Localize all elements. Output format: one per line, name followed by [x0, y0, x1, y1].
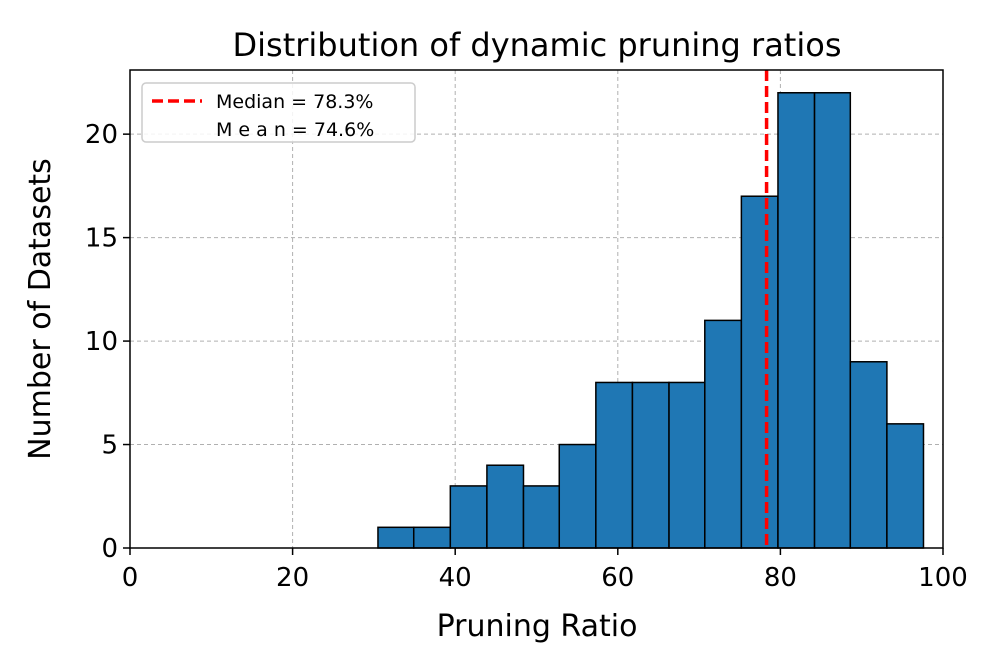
y-tick-label: 15 [85, 224, 118, 254]
x-axis-ticks: 0 20 40 60 80 100 [122, 548, 968, 593]
y-axis-ticks: 0 5 10 15 20 [85, 120, 130, 564]
histogram-bar [849, 361, 888, 549]
histogram-bar [740, 195, 779, 549]
x-axis-label: Pruning Ratio [437, 609, 638, 644]
histogram-bar [486, 464, 525, 549]
y-tick-label: 20 [85, 120, 118, 150]
legend-box [141, 82, 416, 143]
plot-frame [129, 69, 944, 549]
histogram-bar [886, 423, 925, 549]
histogram-bar [449, 485, 488, 549]
x-tick-label: 80 [764, 563, 797, 593]
histogram-bar [522, 485, 561, 549]
chart-title: Distribution of dynamic pruning ratios [233, 26, 842, 64]
legend-median-label: Median = 78.3% [216, 91, 373, 113]
x-tick-label: 0 [122, 563, 139, 593]
histogram-bar [777, 92, 816, 549]
y-tick-label: 0 [101, 534, 118, 564]
x-tick-label: 100 [918, 563, 968, 593]
histogram-bar [377, 526, 415, 549]
y-axis-label: Number of Datasets [23, 158, 58, 460]
y-tick-label: 5 [101, 431, 118, 461]
x-tick-label: 60 [601, 563, 634, 593]
legend-mean-label: M e a n = 74.6% [216, 119, 374, 141]
histogram-bar [631, 381, 670, 549]
histogram-bar [668, 381, 706, 549]
histogram-bar [813, 92, 852, 549]
x-tick-label: 20 [276, 563, 309, 593]
histogram-bar [704, 319, 743, 549]
x-tick-label: 40 [439, 563, 472, 593]
histogram-bars [377, 92, 925, 549]
histogram-bar [595, 381, 634, 549]
y-tick-label: 10 [85, 327, 118, 357]
histogram-bar [558, 443, 597, 549]
legend: Median = 78.3% M e a n = 74.6% [141, 82, 416, 143]
histogram-bar [412, 526, 452, 549]
